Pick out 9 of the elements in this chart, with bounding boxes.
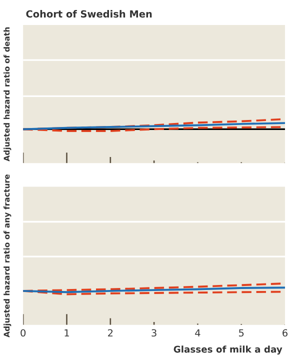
- x-tick-label: 3: [152, 329, 156, 337]
- x-tick-label: 4: [195, 329, 200, 336]
- x-tick-label: 5: [239, 329, 244, 337]
- chart-title: Cohort of Swedish Men: [26, 10, 152, 18]
- x-tick-label: 6: [282, 329, 288, 337]
- x-tick-label: 1: [64, 329, 69, 336]
- x-axis-title: Glasses of milk a day: [174, 346, 282, 355]
- x-tick-label: 2: [108, 329, 113, 336]
- x-tick-label: 0: [20, 329, 26, 337]
